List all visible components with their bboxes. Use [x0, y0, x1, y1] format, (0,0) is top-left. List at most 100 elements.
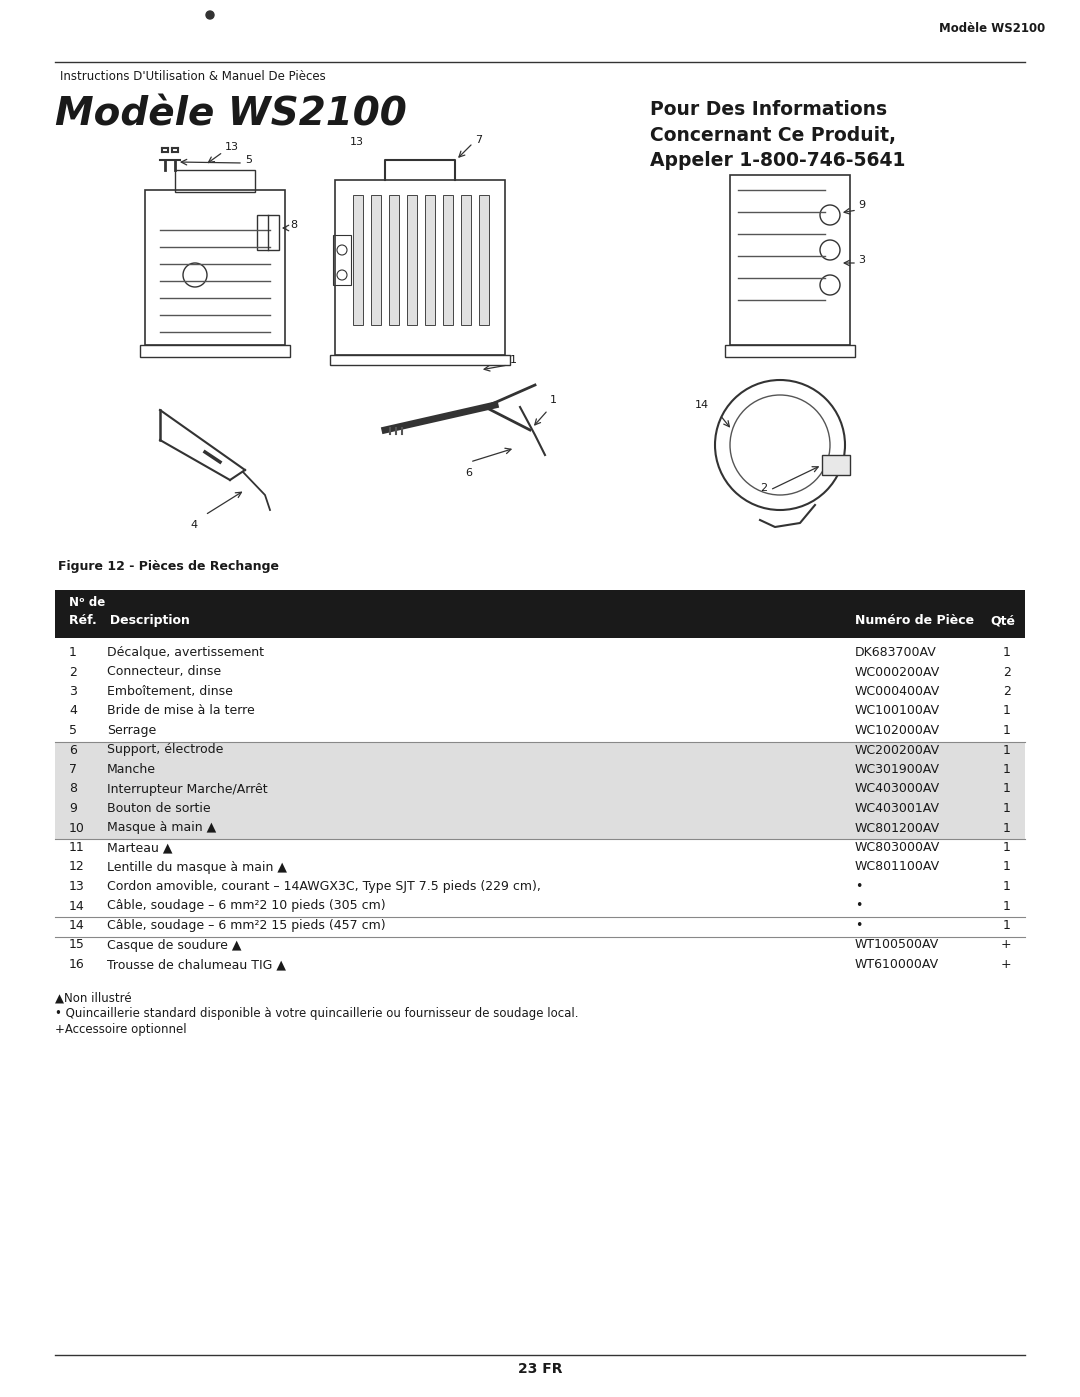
Text: 12: 12: [69, 861, 84, 873]
Text: WC301900AV: WC301900AV: [855, 763, 940, 775]
Text: 3: 3: [858, 256, 865, 265]
Text: 1: 1: [1003, 861, 1011, 873]
Text: 6: 6: [69, 743, 77, 757]
Text: 13: 13: [69, 880, 84, 893]
Bar: [140, 345, 291, 358]
Text: 1: 1: [69, 645, 77, 659]
Bar: [407, 196, 417, 326]
Text: 16: 16: [69, 958, 84, 971]
Text: Support, électrode: Support, électrode: [107, 743, 224, 757]
Bar: [55, 761, 1025, 781]
Bar: [480, 196, 489, 326]
Text: 13: 13: [350, 137, 364, 147]
Bar: [730, 175, 850, 345]
Text: 15: 15: [69, 939, 85, 951]
Bar: [55, 800, 1025, 820]
Text: 1: 1: [1003, 802, 1011, 814]
Text: Câble, soudage – 6 mm²2 10 pieds (305 cm): Câble, soudage – 6 mm²2 10 pieds (305 cm…: [107, 900, 386, 912]
Bar: [389, 196, 399, 326]
Text: 1: 1: [1003, 821, 1011, 834]
Text: Marteau ▲: Marteau ▲: [107, 841, 173, 854]
Text: WC000400AV: WC000400AV: [855, 685, 941, 698]
Bar: [426, 196, 435, 326]
Bar: [443, 196, 453, 326]
Circle shape: [206, 11, 214, 20]
Text: Cordon amovible, courant – 14AWGX3C, Type SJT 7.5 pieds (229 cm),: Cordon amovible, courant – 14AWGX3C, Typ…: [107, 880, 541, 893]
Text: WC801200AV: WC801200AV: [855, 821, 940, 834]
Text: Masque à main ▲: Masque à main ▲: [107, 821, 216, 834]
Text: WC403000AV: WC403000AV: [855, 782, 940, 795]
Text: Bride de mise à la terre: Bride de mise à la terre: [107, 704, 255, 718]
Text: WC803000AV: WC803000AV: [855, 841, 941, 854]
Text: 2: 2: [1003, 685, 1011, 698]
Text: 1: 1: [1003, 704, 1011, 718]
Text: Lentille du masque à main ▲: Lentille du masque à main ▲: [107, 861, 287, 873]
Bar: [257, 215, 279, 250]
Text: 3: 3: [69, 685, 77, 698]
Text: 1: 1: [1003, 645, 1011, 659]
Bar: [145, 190, 285, 345]
Text: 4: 4: [190, 520, 198, 529]
Text: Interrupteur Marche/Arrêt: Interrupteur Marche/Arrêt: [107, 782, 268, 795]
Text: 11: 11: [69, 841, 84, 854]
Text: 1: 1: [1003, 724, 1011, 738]
Text: 8: 8: [69, 782, 77, 795]
Text: Serrage: Serrage: [107, 724, 157, 738]
Text: DK683700AV: DK683700AV: [855, 645, 936, 659]
Text: 1: 1: [1003, 919, 1011, 932]
Text: Modèle WS2100: Modèle WS2100: [55, 95, 407, 133]
Bar: [55, 590, 1025, 638]
Text: ▲Non illustré: ▲Non illustré: [55, 992, 132, 1004]
Text: Bouton de sortie: Bouton de sortie: [107, 802, 211, 814]
Text: 4: 4: [69, 704, 77, 718]
Text: +: +: [1000, 939, 1011, 951]
Text: 9: 9: [69, 802, 77, 814]
Text: 5: 5: [245, 155, 252, 165]
Text: +Accessoire optionnel: +Accessoire optionnel: [55, 1024, 187, 1037]
Bar: [725, 345, 855, 358]
Text: • Quincaillerie standard disponible à votre quincaillerie ou fournisseur de soud: • Quincaillerie standard disponible à vo…: [55, 1007, 579, 1020]
Bar: [55, 820, 1025, 840]
Text: 14: 14: [69, 919, 84, 932]
Text: Manche: Manche: [107, 763, 156, 775]
Text: •: •: [855, 919, 862, 932]
Text: 10: 10: [69, 821, 85, 834]
Text: •: •: [855, 900, 862, 912]
Text: Câble, soudage – 6 mm²2 15 pieds (457 cm): Câble, soudage – 6 mm²2 15 pieds (457 cm…: [107, 919, 386, 932]
Bar: [55, 742, 1025, 761]
Text: WC000200AV: WC000200AV: [855, 665, 941, 679]
Text: Décalque, avertissement: Décalque, avertissement: [107, 645, 264, 659]
Text: Figure 12 - Pièces de Rechange: Figure 12 - Pièces de Rechange: [58, 560, 279, 573]
Bar: [372, 196, 381, 326]
Text: WT100500AV: WT100500AV: [855, 939, 940, 951]
Text: Instructions D'Utilisation & Manuel De Pièces: Instructions D'Utilisation & Manuel De P…: [60, 70, 326, 82]
Text: 14: 14: [69, 900, 84, 912]
Bar: [822, 455, 850, 475]
Text: 6: 6: [465, 468, 472, 478]
Text: •: •: [855, 880, 862, 893]
Text: Connecteur, dinse: Connecteur, dinse: [107, 665, 221, 679]
Text: 1: 1: [1003, 880, 1011, 893]
Text: Pour Des Informations
Concernant Ce Produit,
Appeler 1-800-746-5641: Pour Des Informations Concernant Ce Prod…: [650, 101, 905, 170]
Text: 2: 2: [1003, 665, 1011, 679]
Text: 1: 1: [1003, 841, 1011, 854]
Text: Trousse de chalumeau TIG ▲: Trousse de chalumeau TIG ▲: [107, 958, 286, 971]
Text: +: +: [1000, 958, 1011, 971]
Text: 1: 1: [510, 355, 517, 365]
Text: WT610000AV: WT610000AV: [855, 958, 940, 971]
Bar: [353, 196, 363, 326]
Text: 7: 7: [475, 136, 482, 145]
Bar: [333, 235, 351, 285]
Text: Qté: Qté: [990, 615, 1015, 627]
Text: 2: 2: [69, 665, 77, 679]
Bar: [55, 781, 1025, 800]
Text: 8: 8: [291, 219, 297, 231]
Text: 14: 14: [696, 400, 710, 409]
Bar: [335, 180, 505, 355]
Text: 2: 2: [760, 483, 767, 493]
Text: Numéro de Pièce: Numéro de Pièce: [855, 615, 974, 627]
Text: Nᵒ de: Nᵒ de: [69, 597, 105, 609]
Text: WC102000AV: WC102000AV: [855, 724, 940, 738]
Text: 7: 7: [69, 763, 77, 775]
Text: 1: 1: [1003, 900, 1011, 912]
